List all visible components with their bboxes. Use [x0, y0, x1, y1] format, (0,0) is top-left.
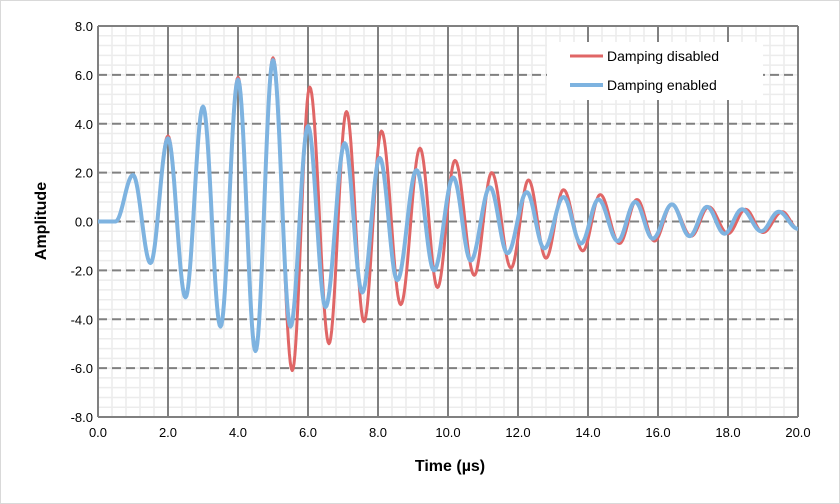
y-tick-label: -4.0: [71, 312, 93, 327]
x-tick-label: 12.0: [505, 425, 530, 440]
x-tick-label: 6.0: [299, 425, 317, 440]
y-axis-title: Amplitude: [33, 182, 50, 260]
y-tick-label: 4.0: [75, 117, 93, 132]
x-tick-label: 0.0: [89, 425, 107, 440]
legend-label-damping-disabled: Damping disabled: [607, 48, 719, 64]
y-tick-label: 8.0: [75, 19, 93, 34]
series-lines: [96, 56, 800, 373]
series-line-damping-enabled: [96, 58, 800, 354]
y-tick-label: -8.0: [71, 410, 93, 425]
y-tick-label: -2.0: [71, 263, 93, 278]
x-tick-label: 8.0: [369, 425, 387, 440]
legend: Damping disabled Damping enabled: [547, 42, 763, 100]
x-tick-label: 14.0: [575, 425, 600, 440]
y-tick-label: 6.0: [75, 68, 93, 83]
y-axis-ticks: 8.0 6.0 4.0 2.0 0.0 -2.0 -4.0 -6.0 -8.0: [71, 19, 93, 425]
x-tick-label: 20.0: [785, 425, 810, 440]
x-tick-label: 2.0: [159, 425, 177, 440]
x-tick-label: 18.0: [715, 425, 740, 440]
x-tick-label: 10.0: [435, 425, 460, 440]
y-tick-label: 0.0: [75, 215, 93, 230]
x-axis-ticks: 0.0 2.0 4.0 6.0 8.0 10.0 12.0 14.0 16.0 18.0 20.0: [89, 425, 811, 440]
y-tick-label: -6.0: [71, 361, 93, 376]
legend-box: [547, 42, 763, 100]
x-axis-title: Time (µs): [415, 458, 485, 475]
x-tick-label: 4.0: [229, 425, 247, 440]
x-tick-label: 16.0: [645, 425, 670, 440]
legend-label-damping-enabled: Damping enabled: [607, 77, 717, 93]
y-tick-label: 2.0: [75, 166, 93, 181]
